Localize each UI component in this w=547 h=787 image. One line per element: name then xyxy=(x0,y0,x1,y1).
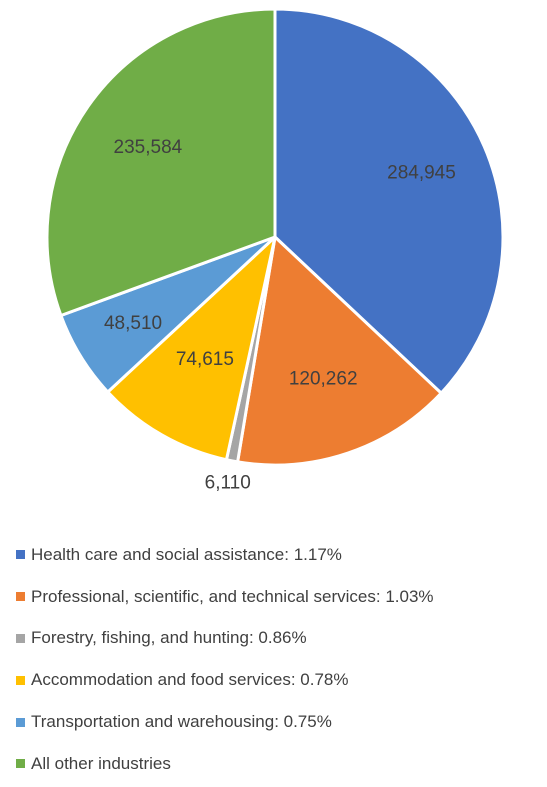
pie-chart-svg: 284,945 120,262 6,110 74,615 48,510 235,584 xyxy=(45,7,505,493)
pie-slice-health-care xyxy=(273,7,505,395)
pie-slices xyxy=(45,7,505,467)
legend-swatch xyxy=(16,633,25,643)
data-label-all-other: 235,584 xyxy=(114,137,183,158)
legend-item-health-care: Health care and social assistance: 1.17% xyxy=(16,534,541,576)
legend-label: Forestry, fishing, and hunting: 0.86% xyxy=(31,628,307,648)
legend: Health care and social assistance: 1.17%… xyxy=(16,534,541,785)
data-label-professional-services: 120,262 xyxy=(289,369,358,390)
data-label-accommodation: 74,615 xyxy=(176,349,234,370)
pie-slice-all-other xyxy=(45,7,277,318)
pie-slice-accommodation xyxy=(106,235,277,462)
pie-data-labels: 284,945 120,262 6,110 74,615 48,510 235,584 xyxy=(104,137,456,493)
pie-slice-professional-services xyxy=(236,235,443,467)
legend-swatch xyxy=(16,717,25,727)
legend-item-all-other: All other industries xyxy=(16,743,541,785)
legend-label: Health care and social assistance: 1.17% xyxy=(31,544,342,564)
pie-chart: 284,945 120,262 6,110 74,615 48,510 235,584 xyxy=(45,7,505,493)
data-label-forestry: 6,110 xyxy=(205,472,251,493)
data-label-health-care: 284,945 xyxy=(387,163,456,184)
legend-swatch xyxy=(16,550,25,560)
legend-item-professional-services: Professional, scientific, and technical … xyxy=(16,576,541,618)
legend-swatch xyxy=(16,675,25,685)
legend-swatch xyxy=(16,592,25,602)
data-label-transportation: 48,510 xyxy=(104,313,162,334)
legend-item-forestry: Forestry, fishing, and hunting: 0.86% xyxy=(16,618,541,660)
legend-label: Accommodation and food services: 0.78% xyxy=(31,670,349,690)
legend-label: Professional, scientific, and technical … xyxy=(31,586,434,606)
legend-label: Transportation and warehousing: 0.75% xyxy=(31,712,332,732)
legend-item-accommodation: Accommodation and food services: 0.78% xyxy=(16,659,541,701)
legend-label: All other industries xyxy=(31,753,171,773)
legend-item-transportation: Transportation and warehousing: 0.75% xyxy=(16,701,541,743)
legend-swatch xyxy=(16,759,25,769)
